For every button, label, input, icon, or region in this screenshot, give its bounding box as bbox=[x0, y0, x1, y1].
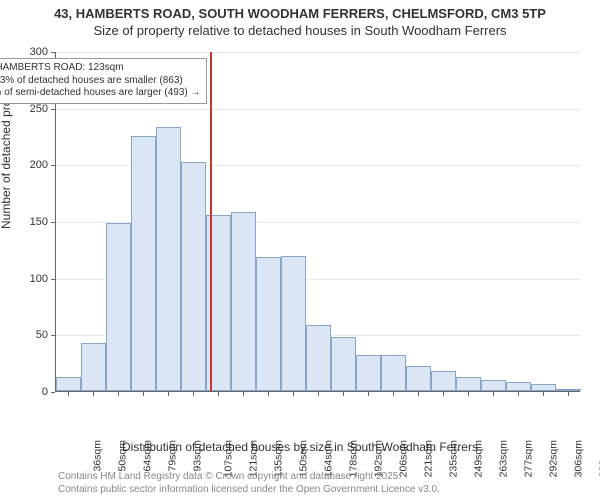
xtick-label: 64sqm bbox=[141, 440, 153, 472]
chart-container: Number of detached properties 43 HAMBERT… bbox=[0, 42, 600, 442]
ytick-label: 300 bbox=[8, 46, 48, 58]
histogram-bar bbox=[106, 223, 131, 391]
xtick-mark bbox=[443, 392, 444, 396]
xtick-mark bbox=[268, 392, 269, 396]
ytick-mark bbox=[51, 335, 55, 336]
histogram-bar bbox=[481, 380, 506, 391]
chart-title-line2: Size of property relative to detached ho… bbox=[10, 23, 590, 38]
xtick-mark bbox=[193, 392, 194, 396]
xtick-mark bbox=[468, 392, 469, 396]
xtick-mark bbox=[68, 392, 69, 396]
ytick-mark bbox=[51, 279, 55, 280]
xtick-label: 36sqm bbox=[91, 440, 103, 472]
gridline bbox=[56, 109, 580, 110]
histogram-bar bbox=[431, 371, 456, 391]
xtick-mark bbox=[93, 392, 94, 396]
xtick-label: 277sqm bbox=[522, 440, 534, 477]
histogram-bar bbox=[531, 384, 556, 391]
histogram-bar bbox=[406, 366, 431, 391]
xtick-mark bbox=[218, 392, 219, 396]
histogram-bar bbox=[156, 127, 181, 391]
xtick-mark bbox=[368, 392, 369, 396]
xtick-mark bbox=[568, 392, 569, 396]
annotation-line1: 43 HAMBERTS ROAD: 123sqm bbox=[0, 62, 201, 75]
annotation-box: 43 HAMBERTS ROAD: 123sqm ← 63% of detach… bbox=[0, 58, 207, 104]
ytick-mark bbox=[51, 392, 55, 393]
xtick-label: 93sqm bbox=[191, 440, 203, 472]
xtick-label: 79sqm bbox=[166, 440, 178, 472]
xtick-mark bbox=[293, 392, 294, 396]
ytick-mark bbox=[51, 165, 55, 166]
histogram-bar bbox=[256, 257, 281, 391]
histogram-bar bbox=[331, 337, 356, 391]
ytick-mark bbox=[51, 52, 55, 53]
ytick-label: 150 bbox=[8, 216, 48, 228]
histogram-bar bbox=[56, 377, 81, 391]
xtick-mark bbox=[393, 392, 394, 396]
histogram-bar bbox=[356, 355, 381, 391]
xtick-label: 249sqm bbox=[472, 440, 484, 477]
xtick-label: 306sqm bbox=[572, 440, 584, 477]
xtick-label: 292sqm bbox=[547, 440, 559, 477]
xtick-mark bbox=[118, 392, 119, 396]
histogram-bar bbox=[131, 136, 156, 391]
gridline bbox=[56, 52, 580, 53]
ytick-label: 250 bbox=[8, 103, 48, 115]
ytick-mark bbox=[51, 109, 55, 110]
xtick-mark bbox=[168, 392, 169, 396]
xtick-mark bbox=[243, 392, 244, 396]
histogram-bar bbox=[81, 343, 106, 391]
histogram-bar bbox=[231, 212, 256, 391]
xtick-label: 263sqm bbox=[497, 440, 509, 477]
footer-line1: Contains HM Land Registry data © Crown c… bbox=[58, 471, 440, 484]
ytick-label: 100 bbox=[8, 273, 48, 285]
reference-line bbox=[210, 52, 212, 391]
histogram-bar bbox=[506, 382, 531, 391]
ytick-label: 0 bbox=[8, 386, 48, 398]
xtick-mark bbox=[343, 392, 344, 396]
xtick-label: 235sqm bbox=[447, 440, 459, 477]
histogram-bar bbox=[456, 377, 481, 391]
histogram-bar bbox=[381, 355, 406, 391]
ytick-label: 200 bbox=[8, 159, 48, 171]
xtick-mark bbox=[518, 392, 519, 396]
xtick-mark bbox=[493, 392, 494, 396]
attribution-footer: Contains HM Land Registry data © Crown c… bbox=[58, 471, 440, 496]
chart-title-line1: 43, HAMBERTS ROAD, SOUTH WOODHAM FERRERS… bbox=[10, 6, 590, 21]
xtick-label: 50sqm bbox=[116, 440, 128, 472]
chart-title-block: 43, HAMBERTS ROAD, SOUTH WOODHAM FERRERS… bbox=[0, 0, 600, 40]
annotation-line2: ← 63% of detached houses are smaller (86… bbox=[0, 75, 201, 88]
plot-area: 43 HAMBERTS ROAD: 123sqm ← 63% of detach… bbox=[55, 52, 580, 392]
histogram-bar bbox=[556, 389, 581, 391]
annotation-line3: 36% of semi-detached houses are larger (… bbox=[0, 87, 201, 100]
ytick-label: 50 bbox=[8, 329, 48, 341]
xtick-mark bbox=[418, 392, 419, 396]
histogram-bar bbox=[181, 162, 206, 391]
footer-line2: Contains public sector information licen… bbox=[58, 484, 440, 497]
histogram-bar bbox=[306, 325, 331, 391]
ytick-mark bbox=[51, 222, 55, 223]
xtick-mark bbox=[543, 392, 544, 396]
histogram-bar bbox=[281, 256, 306, 391]
xtick-mark bbox=[143, 392, 144, 396]
xtick-mark bbox=[318, 392, 319, 396]
